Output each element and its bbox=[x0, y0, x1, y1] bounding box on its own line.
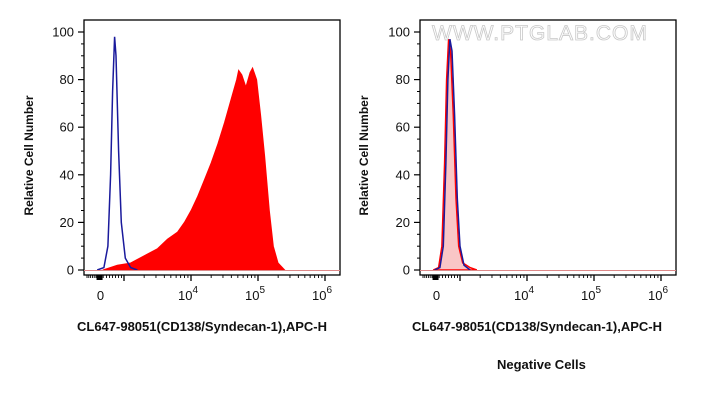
y-tick-label: 60 bbox=[60, 120, 74, 135]
y-tick-label: 0 bbox=[67, 263, 74, 278]
plot-frame bbox=[83, 19, 341, 276]
zero-marker bbox=[96, 275, 103, 280]
y-tick-label: 100 bbox=[388, 25, 410, 40]
watermark-logo: WWW.PTGLAB.COM bbox=[432, 22, 648, 45]
panel-right: 0 20 40 60 80 100 0 104 105 106 Relative Cell Numb… bbox=[357, 19, 677, 303]
x-tick-label: 0 bbox=[97, 288, 104, 303]
zero-marker bbox=[432, 275, 439, 280]
panel-left: 0 20 40 60 80 100 0 104 105 106 Relative Cell Numb… bbox=[22, 19, 341, 303]
y-tick-label: 20 bbox=[396, 215, 410, 230]
x-tick-label: 106 bbox=[648, 285, 668, 303]
plot-frame bbox=[419, 19, 677, 276]
y-tick-label: 0 bbox=[403, 263, 410, 278]
histogram-filled-light bbox=[432, 38, 478, 271]
y-tick-label: 80 bbox=[396, 72, 410, 87]
x-tick-label: 104 bbox=[514, 285, 534, 303]
histogram-line bbox=[96, 36, 138, 271]
histogram-filled bbox=[102, 66, 286, 271]
y-tick-label: 40 bbox=[60, 167, 74, 182]
histogram-line bbox=[434, 38, 471, 271]
x-tick-label: 105 bbox=[245, 285, 265, 303]
y-tick-label: 80 bbox=[60, 72, 74, 87]
x-tick-label: 105 bbox=[581, 285, 601, 303]
right-xlabel: CL647-98051(CD138/Syndecan-1),APC-H bbox=[412, 319, 662, 334]
x-tick-label: 104 bbox=[178, 285, 198, 303]
y-axis-title: Relative Cell Number bbox=[357, 95, 371, 215]
y-tick-label: 60 bbox=[396, 120, 410, 135]
x-tick-label: 0 bbox=[433, 288, 440, 303]
y-tick-label: 20 bbox=[60, 215, 74, 230]
right-panel-title: Negative Cells bbox=[497, 357, 586, 372]
y-axis-title: Relative Cell Number bbox=[22, 95, 36, 215]
x-tick-label: 106 bbox=[312, 285, 332, 303]
left-xlabel: CL647-98051(CD138/Syndecan-1),APC-H bbox=[77, 319, 327, 334]
y-tick-label: 40 bbox=[396, 167, 410, 182]
y-tick-label: 100 bbox=[52, 25, 74, 40]
